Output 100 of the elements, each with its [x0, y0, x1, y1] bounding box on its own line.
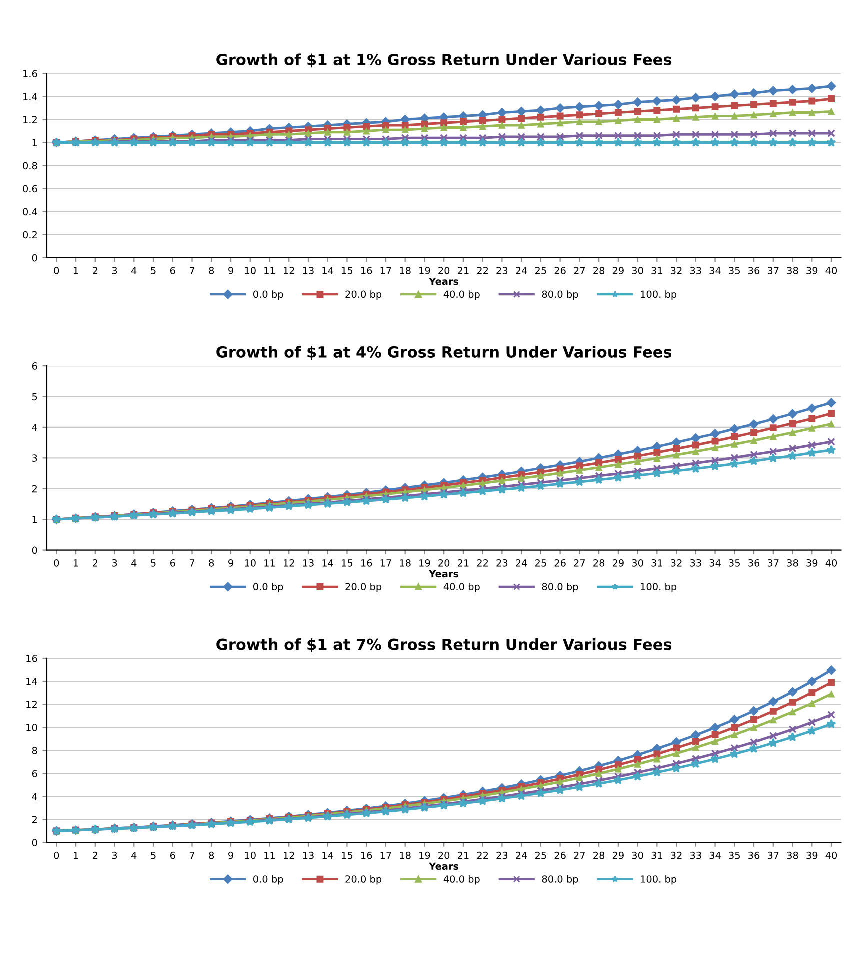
x-tick-label: 0	[54, 559, 60, 567]
x-tick-label: 6	[170, 559, 176, 567]
x-tick-label: 32	[671, 267, 682, 274]
chart-title: Growth of $1 at 1% Gross Return Under Various Fees	[216, 54, 672, 68]
y-tick-label: 1.2	[24, 116, 37, 124]
x-tick-label: 15	[342, 267, 353, 274]
x-tick-label: 18	[400, 559, 411, 567]
x-tick-label: 7	[190, 267, 195, 274]
y-tick-label: 0	[32, 839, 38, 847]
x-tick-label: 34	[710, 559, 721, 567]
x-tick-label: 3	[112, 852, 118, 860]
x-axis-title: Years	[429, 570, 459, 578]
x-tick-label: 9	[228, 852, 234, 860]
legend-label: 100. bp	[641, 875, 677, 885]
legend-label: 80.0 bp	[542, 290, 578, 300]
x-tick-label: 23	[496, 852, 508, 860]
x-tick-label: 26	[554, 852, 566, 860]
x-tick-label: 17	[380, 267, 392, 274]
x-tick-label: 34	[710, 267, 721, 274]
x-tick-label: 38	[787, 267, 798, 274]
y-tick-label: 0.8	[23, 162, 38, 170]
y-tick-label: 12	[26, 701, 37, 708]
x-tick-label: 32	[671, 852, 682, 860]
x-tick-label: 3	[112, 267, 118, 274]
x-tick-label: 25	[535, 852, 546, 860]
x-tick-label: 1	[74, 852, 78, 860]
x-tick-label: 21	[458, 267, 469, 274]
x-tick-label: 31	[652, 559, 662, 567]
x-tick-label: 14	[322, 267, 334, 274]
x-tick-label: 30	[632, 267, 644, 274]
x-tick-label: 27	[574, 852, 586, 860]
x-tick-label: 5	[151, 267, 156, 274]
x-axis-title: Years	[429, 278, 459, 286]
x-tick-label: 8	[209, 267, 214, 274]
x-tick-label: 36	[748, 559, 760, 567]
x-tick-label: 22	[477, 267, 488, 274]
x-tick-label: 35	[729, 559, 740, 567]
x-tick-label: 0	[54, 267, 60, 274]
x-tick-label: 33	[690, 267, 702, 274]
x-tick-label: 13	[303, 559, 314, 567]
x-tick-label: 12	[284, 559, 294, 567]
x-tick-label: 18	[400, 267, 411, 274]
x-tick-label: 34	[710, 852, 721, 860]
x-tick-label: 24	[516, 559, 528, 567]
x-tick-label: 21	[458, 852, 469, 860]
legend-label: 80.0 bp	[542, 582, 578, 592]
x-tick-label: 37	[768, 852, 779, 860]
x-tick-label: 39	[806, 267, 818, 274]
x-tick-label: 10	[245, 559, 256, 567]
x-tick-label: 4	[132, 560, 137, 567]
x-tick-label: 24	[516, 852, 528, 860]
x-tick-label: 17	[380, 852, 392, 860]
y-tick-label: 0.4	[23, 208, 38, 216]
x-tick-label: 16	[361, 559, 372, 567]
x-tick-label: 9	[228, 559, 234, 567]
x-tick-label: 31	[652, 852, 662, 860]
x-tick-label: 22	[477, 559, 488, 567]
x-tick-label: 14	[322, 852, 334, 860]
x-tick-label: 29	[612, 852, 624, 860]
x-tick-label: 5	[151, 852, 156, 860]
x-tick-label: 15	[342, 852, 353, 860]
x-tick-label: 33	[690, 559, 702, 567]
x-tick-label: 19	[420, 852, 430, 860]
x-tick-label: 7	[190, 560, 195, 567]
y-tick-label: 2	[32, 485, 37, 493]
x-tick-label: 26	[554, 267, 566, 274]
x-tick-label: 28	[594, 559, 605, 567]
y-tick-label: 14	[26, 678, 38, 686]
y-tick-label: 10	[26, 724, 38, 732]
y-tick-label: 3	[32, 454, 38, 462]
legend-label: 20.0 bp	[346, 290, 382, 300]
x-tick-label: 31	[652, 267, 662, 274]
x-tick-label: 21	[458, 559, 469, 567]
legend-label: 40.0 bp	[444, 290, 480, 300]
chart-title: Growth of $1 at 7% Gross Return Under Various Fees	[216, 638, 672, 652]
x-tick-label: 2	[93, 559, 98, 567]
x-tick-label: 20	[438, 267, 450, 274]
legend-label: 100. bp	[641, 290, 677, 300]
x-tick-label: 26	[554, 559, 566, 567]
x-tick-label: 39	[806, 559, 818, 567]
x-tick-label: 11	[264, 852, 276, 860]
y-tick-label: 0	[32, 254, 38, 262]
x-tick-label: 10	[245, 267, 256, 274]
y-tick-label: 8	[32, 747, 38, 754]
y-tick-label: 0.2	[23, 231, 37, 239]
x-tick-label: 38	[787, 559, 798, 567]
x-tick-label: 9	[228, 267, 234, 274]
x-tick-label: 17	[380, 560, 392, 567]
y-tick-label: 4	[32, 424, 38, 432]
x-tick-label: 37	[768, 267, 779, 274]
y-tick-label: 2	[32, 816, 37, 824]
legend-label: 80.0 bp	[542, 875, 578, 885]
x-tick-label: 15	[342, 560, 353, 567]
x-tick-label: 23	[496, 559, 508, 567]
x-tick-label: 1	[74, 560, 78, 567]
x-tick-label: 14	[322, 560, 334, 567]
y-tick-label: 1.6	[24, 70, 38, 78]
x-tick-label: 29	[612, 267, 624, 274]
x-tick-label: 35	[729, 852, 740, 860]
x-tick-label: 16	[361, 852, 372, 860]
